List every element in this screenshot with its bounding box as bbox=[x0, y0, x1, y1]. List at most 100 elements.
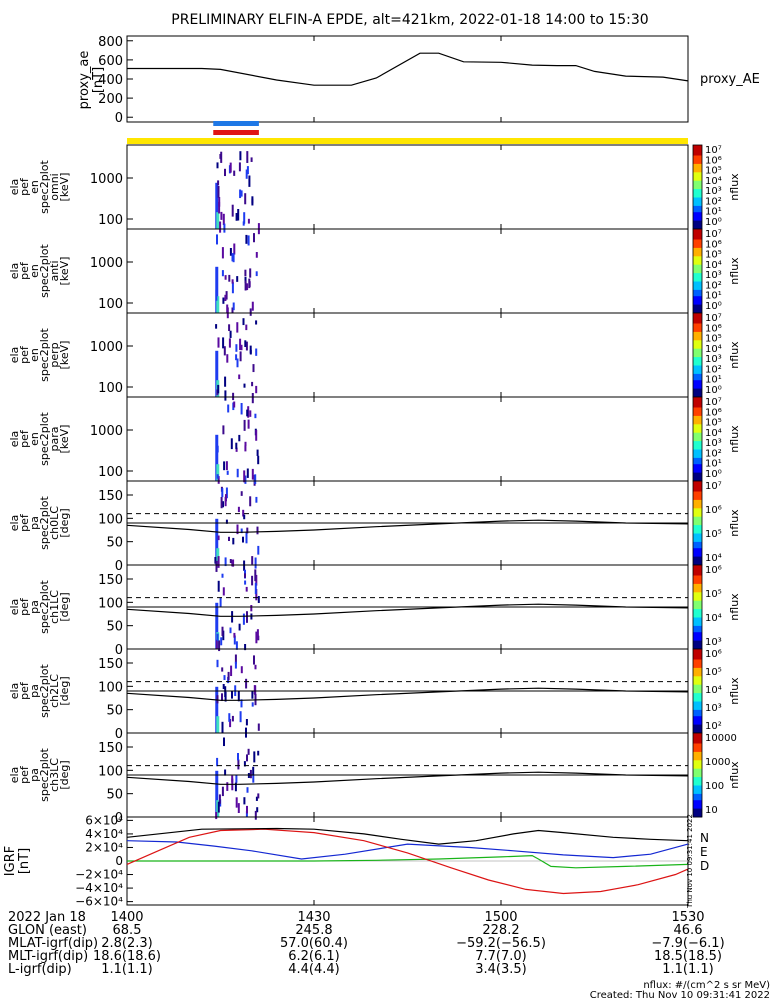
y-axis-label: [nT] bbox=[91, 67, 106, 93]
colorbar-swatch bbox=[693, 380, 702, 383]
colorbar-swatch bbox=[693, 541, 702, 545]
spectrogram-pixel bbox=[218, 197, 221, 207]
spectrogram-pixel bbox=[257, 545, 260, 555]
colorbar-tick-label: 10³ bbox=[705, 270, 722, 281]
spectrogram-pixel bbox=[243, 419, 246, 431]
colorbar-swatch bbox=[693, 504, 702, 507]
colorbar-swatch bbox=[693, 493, 702, 497]
colorbar-swatch bbox=[693, 420, 702, 423]
spectrogram-pixel bbox=[232, 537, 235, 545]
colorbar-tick-label: 10⁴ bbox=[705, 685, 722, 696]
colorbar-swatch bbox=[693, 674, 702, 677]
spectrogram-pixel bbox=[247, 419, 250, 429]
y-tick-label: 1000 bbox=[90, 256, 123, 271]
spectrogram-pixel bbox=[220, 637, 223, 646]
spectrogram-pixel bbox=[255, 320, 258, 325]
spectrogram-pixel bbox=[219, 597, 222, 608]
spectrogram-pixel bbox=[246, 151, 249, 163]
colorbar-swatch bbox=[693, 787, 702, 791]
spectrogram-pixel bbox=[215, 812, 218, 820]
spectrogram-pixel bbox=[233, 632, 236, 638]
y-tick-label: 0 bbox=[115, 111, 123, 126]
spectrogram-pixel bbox=[249, 345, 252, 354]
y-axis-label: [keV] bbox=[58, 425, 71, 454]
spectrogram-pixel bbox=[236, 468, 239, 478]
y-tick-label: 800 bbox=[98, 35, 123, 50]
spectrogram-pixel bbox=[223, 461, 226, 471]
spectrogram-pixel bbox=[246, 787, 249, 793]
colorbar-swatch bbox=[693, 663, 702, 667]
y-axis-label: pa bbox=[28, 516, 41, 530]
series-label: proxy_AE bbox=[700, 72, 760, 87]
spectrogram-pixel bbox=[244, 193, 247, 205]
spectrogram-pixel bbox=[246, 805, 248, 814]
spectrogram-pixel bbox=[219, 154, 222, 159]
spectrogram-pixel bbox=[237, 506, 240, 513]
spectrogram-pixel bbox=[253, 233, 255, 243]
spectrogram-pixel bbox=[254, 810, 257, 820]
colorbar-swatch bbox=[693, 741, 702, 744]
spectrogram-pixel bbox=[251, 690, 254, 699]
y-axis-label: ela bbox=[8, 179, 21, 196]
colorbar-swatch bbox=[693, 613, 702, 616]
spectrogram-pixel bbox=[223, 737, 225, 747]
y-tick-label: −2×10⁴ bbox=[75, 868, 123, 882]
colorbar-swatch bbox=[693, 630, 702, 633]
colorbar-swatch bbox=[693, 260, 702, 264]
spectrogram-pixel bbox=[215, 560, 218, 572]
colorbar-swatch bbox=[693, 371, 702, 375]
colorbar-label: nflux bbox=[728, 173, 741, 201]
colorbar-swatch bbox=[693, 672, 702, 675]
colorbar-swatch bbox=[693, 151, 702, 154]
colorbar-swatch bbox=[693, 155, 702, 159]
colorbar-swatch bbox=[693, 527, 702, 530]
colorbar-swatch bbox=[693, 262, 702, 266]
colorbar-swatch bbox=[693, 609, 702, 612]
spectrogram-pixel bbox=[251, 556, 254, 565]
y-axis-label: spec2plot bbox=[38, 748, 51, 802]
colorbar-tick-label: 10⁷ bbox=[705, 145, 722, 156]
spectrogram-pixel bbox=[221, 693, 223, 702]
y-axis-label: en bbox=[28, 432, 41, 446]
colorbar-swatch bbox=[693, 756, 702, 759]
spectrogram-pixel bbox=[235, 213, 238, 221]
spectrogram-pixel bbox=[239, 189, 242, 199]
colorbar-swatch bbox=[693, 399, 702, 402]
spectrogram-pixel bbox=[245, 324, 248, 331]
colorbar-swatch bbox=[693, 783, 702, 786]
spectrogram-pixel bbox=[222, 425, 225, 435]
colorbar-swatch bbox=[693, 560, 702, 564]
colorbar-swatch bbox=[693, 172, 702, 175]
spectrogram-pixel bbox=[247, 218, 250, 224]
panel-frame bbox=[126, 228, 689, 314]
footer-ephemeris: 2022 Jan 18 1400 1430 1500 1530 GLON (east) 68… bbox=[8, 910, 770, 1000]
colorbar-swatch bbox=[693, 718, 702, 721]
colorbar-swatch bbox=[693, 294, 702, 297]
colorbar-swatch bbox=[693, 315, 702, 318]
colorbar-swatch bbox=[693, 665, 702, 669]
ephemeris-value: 1530 bbox=[671, 910, 704, 925]
colorbar-swatch bbox=[693, 161, 702, 165]
colorbar-swatch bbox=[693, 195, 702, 198]
colorbar-swatch bbox=[693, 193, 702, 196]
colorbar-swatch bbox=[693, 525, 702, 528]
colorbar-swatch bbox=[693, 714, 702, 717]
colorbar-swatch bbox=[693, 285, 702, 289]
ephemeris-value: −59.2(−56.5) bbox=[456, 936, 546, 951]
colorbar-swatch bbox=[693, 739, 702, 742]
y-axis-label: ela bbox=[8, 683, 21, 700]
colorbar-swatch bbox=[693, 313, 702, 316]
colorbar-swatch bbox=[693, 642, 702, 646]
colorbar-tick-label: 10² bbox=[705, 364, 722, 375]
colorbar-swatch bbox=[693, 623, 702, 627]
colorbar-swatch bbox=[693, 680, 702, 684]
y-axis-label: pef bbox=[18, 513, 31, 532]
spectrogram-pixel bbox=[255, 631, 258, 644]
plot-title: PRELIMINARY ELFIN-A EPDE, alt=421km, 202… bbox=[171, 12, 648, 28]
colorbar-tick-label: 10² bbox=[705, 721, 722, 732]
colorbar-label: nflux bbox=[728, 509, 741, 537]
spectrogram-pixel bbox=[242, 536, 244, 543]
spectrogram-pixel bbox=[251, 468, 254, 480]
colorbar-swatch bbox=[693, 220, 702, 224]
y-axis-label: ch0LC bbox=[48, 506, 61, 540]
